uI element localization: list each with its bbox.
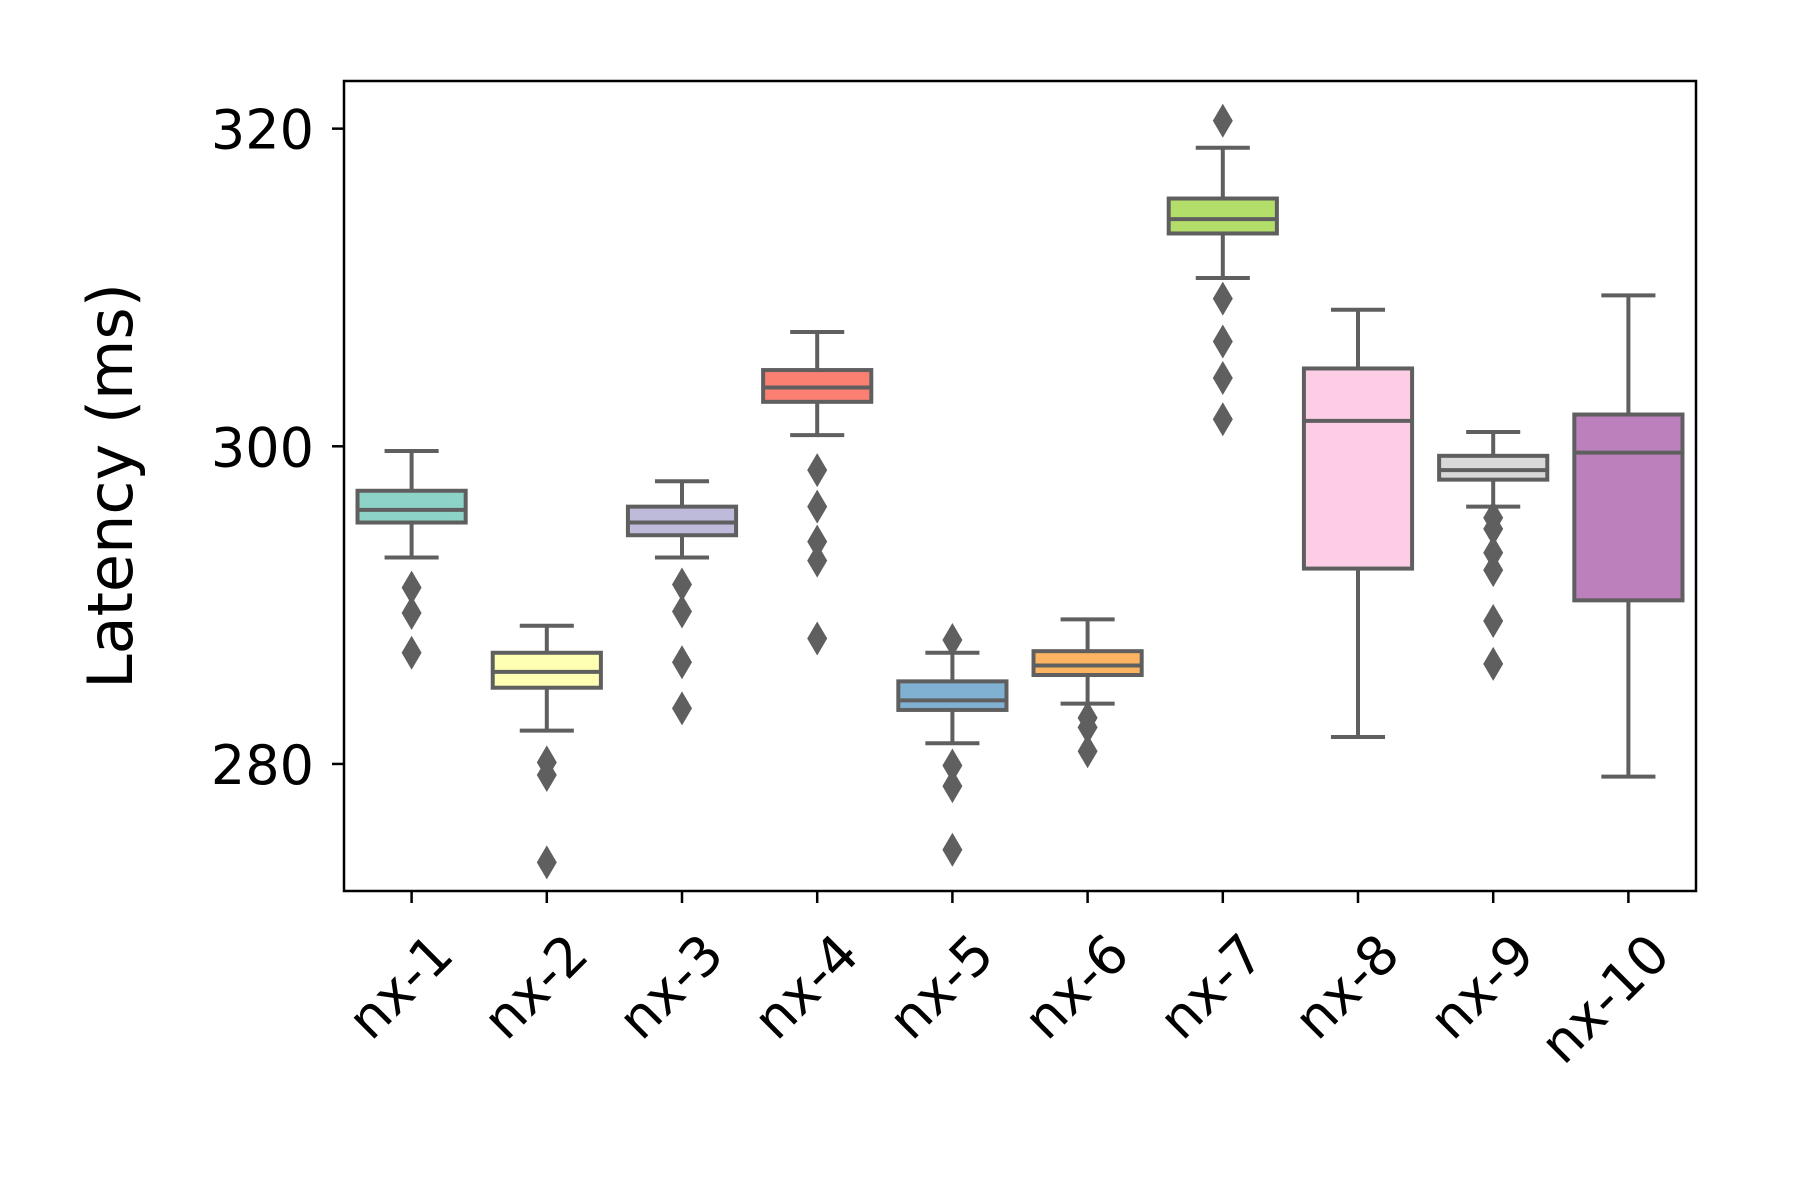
y-tick-label: 320 — [211, 99, 314, 162]
outlier-point — [1077, 734, 1098, 769]
box — [1437, 453, 1550, 482]
y-tick-label: 280 — [211, 734, 314, 797]
box — [1301, 366, 1415, 571]
x-tick-label: nx-1 — [336, 922, 465, 1051]
y-axis: 280 300 320 — [211, 99, 344, 797]
x-tick-label: nx-2 — [471, 922, 600, 1051]
outlier-point — [1212, 361, 1233, 395]
box-group-nx-4 — [761, 329, 874, 656]
outlier-point — [1483, 646, 1504, 681]
outlier-point — [1212, 324, 1233, 359]
outlier-point — [807, 453, 828, 488]
box-group-nx-2 — [490, 623, 603, 880]
x-axis: nx-1 nx-2 nx-3 nx-4 nx-5 nx-6 nx-7 nx-8 nx-9nx-1… — [336, 891, 1682, 1076]
outlier-point — [942, 769, 963, 804]
outlier-point — [401, 596, 422, 631]
outlier-point — [1483, 604, 1504, 638]
box — [1572, 412, 1685, 603]
outlier-point — [1212, 402, 1233, 437]
outlier-point — [807, 524, 828, 559]
outlier-point — [807, 489, 828, 524]
box-group-nx-10 — [1572, 293, 1685, 779]
outlier-point — [942, 832, 963, 867]
box — [1031, 649, 1144, 677]
outlier-point — [807, 543, 828, 578]
outlier-point — [672, 691, 692, 726]
x-tick-label: nx-6 — [1012, 922, 1141, 1051]
outlier-point — [401, 635, 422, 670]
box-group-nx-1 — [355, 449, 468, 670]
outlier-point — [401, 570, 422, 605]
outlier-point — [672, 594, 692, 629]
y-tick-label: 300 — [211, 416, 314, 479]
x-tick-label: nx-9 — [1417, 922, 1546, 1051]
outlier-point — [1077, 710, 1098, 745]
box-group-nx-7 — [1166, 103, 1279, 437]
outlier-point — [1212, 281, 1233, 316]
outlier-point — [1483, 511, 1504, 546]
box-group-nx-5 — [896, 623, 1009, 867]
box-group-nx-3 — [625, 479, 739, 726]
box — [355, 488, 468, 525]
x-tick-label: nx-8 — [1282, 922, 1411, 1051]
outlier-point — [672, 567, 692, 602]
outlier-point — [1483, 553, 1504, 588]
plot-frame — [342, 79, 1698, 893]
x-tick-label: nx-10 — [1528, 922, 1682, 1076]
outlier-point — [672, 645, 692, 680]
outlier-point — [536, 758, 557, 793]
box-group-nx-8 — [1301, 307, 1415, 739]
box-group-nx-9 — [1437, 430, 1550, 681]
x-tick-label: nx-4 — [741, 922, 870, 1051]
outlier-point — [942, 748, 963, 783]
outlier-point — [942, 623, 963, 658]
x-tick-label: nx-3 — [606, 922, 735, 1051]
x-tick-label: nx-5 — [876, 922, 1005, 1051]
y-axis-label: Latency (ms) — [74, 283, 147, 689]
outlier-point — [1212, 103, 1233, 138]
x-tick-label: nx-7 — [1147, 922, 1276, 1051]
box — [896, 679, 1009, 712]
plot-layer — [355, 103, 1685, 880]
outlier-point — [1483, 535, 1504, 570]
box-group-nx-6 — [1031, 617, 1144, 769]
outlier-point — [536, 845, 557, 880]
outlier-point — [807, 621, 828, 656]
box — [1166, 196, 1279, 236]
